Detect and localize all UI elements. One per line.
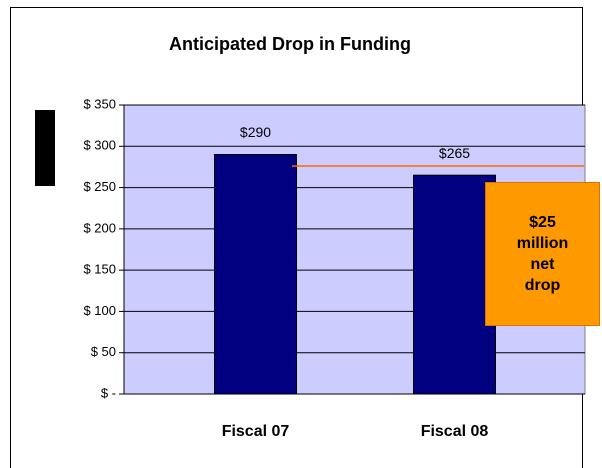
y-tick-label: $ 250 bbox=[83, 179, 116, 194]
y-tick-label: $ 300 bbox=[83, 138, 116, 153]
x-tick-label: Fiscal 07 bbox=[222, 423, 290, 440]
data-label: $265 bbox=[439, 145, 470, 161]
black-block bbox=[35, 110, 55, 186]
bar bbox=[214, 154, 297, 395]
y-tick-label: $ 350 bbox=[83, 96, 116, 111]
annotation-box: $25 million net drop bbox=[485, 182, 600, 326]
y-tick-label: $ 100 bbox=[83, 303, 116, 318]
chart-title: Anticipated Drop in Funding bbox=[169, 34, 411, 54]
y-tick-label: $ 50 bbox=[91, 344, 116, 359]
y-tick-label: $ - bbox=[101, 385, 116, 400]
x-tick-label: Fiscal 08 bbox=[421, 423, 489, 440]
bar bbox=[413, 174, 496, 395]
y-tick-label: $ 150 bbox=[83, 262, 116, 277]
y-tick-label: $ 200 bbox=[83, 220, 116, 235]
data-label: $290 bbox=[240, 124, 271, 140]
annotation: $25 million net drop bbox=[516, 214, 569, 294]
